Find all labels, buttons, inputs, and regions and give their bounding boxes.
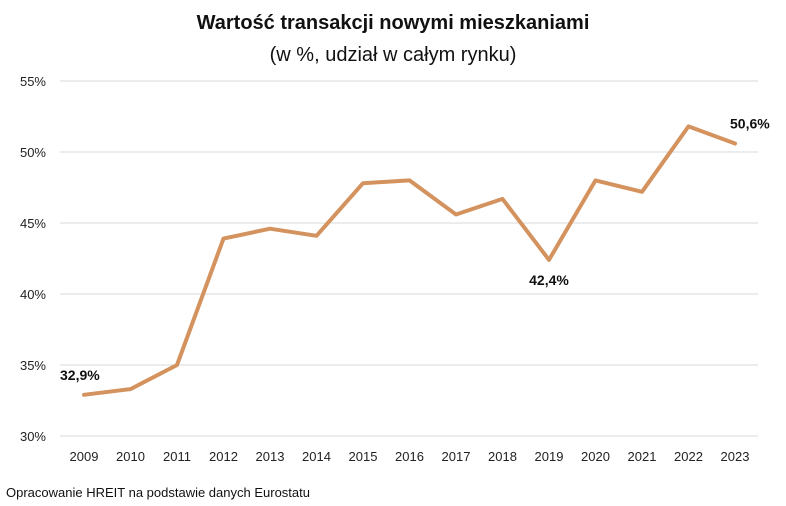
y-tick-label: 40% (20, 287, 46, 302)
y-axis-ticks: 30% 35% 40% 45% 50% 55% (20, 74, 46, 444)
y-tick-label: 35% (20, 358, 46, 373)
data-labels: 32,9% 42,4% 50,6% (60, 115, 770, 382)
x-tick-label: 2019 (535, 449, 564, 464)
y-tick-label: 45% (20, 216, 46, 231)
x-tick-label: 2011 (163, 449, 191, 464)
data-label: 32,9% (60, 367, 100, 383)
y-tick-label: 55% (20, 74, 46, 89)
chart-subtitle: (w %, udział w całym rynku) (269, 44, 517, 66)
y-tick-label: 30% (20, 429, 46, 444)
x-axis-ticks: 2009 2010 2011 2012 2013 2014 2015 2016 2017 2018… (70, 449, 750, 464)
x-tick-label: 2023 (721, 449, 750, 464)
data-label: 42,4% (529, 272, 569, 288)
x-tick-label: 2016 (395, 449, 424, 464)
x-tick-label: 2017 (442, 449, 471, 464)
x-tick-label: 2018 (488, 449, 517, 464)
source-note: Opracowanie HREIT na podstawie danych Eu… (6, 485, 310, 500)
x-tick-label: 2012 (209, 449, 238, 464)
chart-title: Wartość transakcji nowymi mieszkaniami (196, 12, 590, 34)
x-tick-label: 2010 (116, 449, 145, 464)
data-label: 50,6% (730, 115, 770, 131)
x-tick-label: 2022 (674, 449, 703, 464)
x-tick-label: 2015 (349, 449, 378, 464)
series-line (82, 124, 737, 397)
y-tick-label: 50% (20, 145, 46, 160)
x-tick-label: 2020 (581, 449, 610, 464)
x-tick-label: 2009 (70, 449, 99, 464)
x-tick-label: 2013 (256, 449, 285, 464)
gridlines (60, 80, 758, 437)
x-tick-label: 2014 (302, 449, 331, 464)
x-tick-label: 2021 (628, 449, 657, 464)
